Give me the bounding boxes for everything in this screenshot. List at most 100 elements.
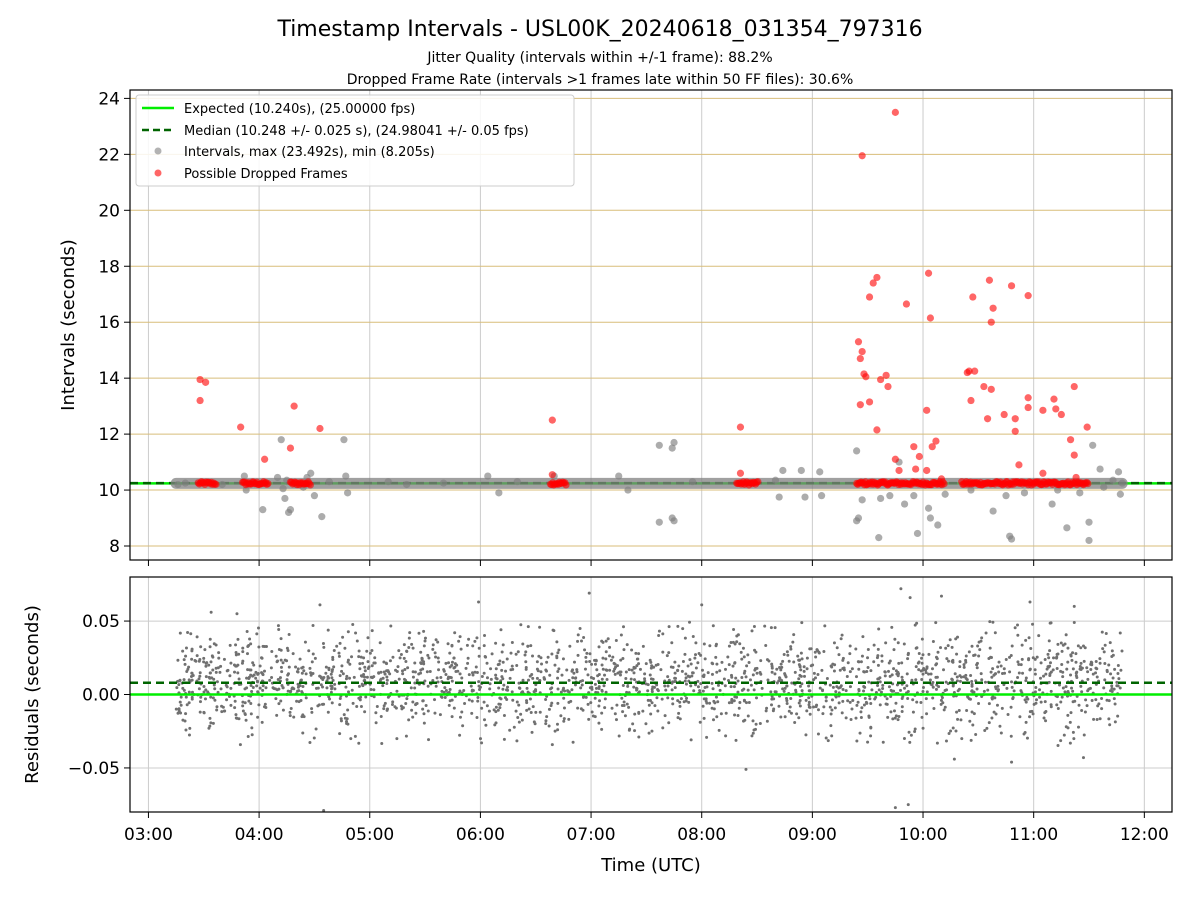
residual-point [1103, 678, 1107, 682]
residual-point [1116, 714, 1120, 718]
residual-point [236, 671, 240, 675]
residual-point [1038, 688, 1042, 692]
residual-point [807, 684, 811, 688]
residual-point [944, 680, 948, 684]
residual-point [208, 716, 212, 720]
interval-point [900, 500, 909, 508]
residual-point [524, 660, 528, 664]
residual-point [805, 667, 809, 671]
residual-point [244, 718, 248, 722]
residual-point [1009, 705, 1013, 709]
residual-point [807, 689, 811, 693]
residual-point [212, 683, 216, 687]
residual-point [318, 674, 322, 678]
residual-point [1090, 663, 1094, 667]
residual-point [962, 665, 966, 669]
residual-point [878, 676, 882, 680]
residual-point [1035, 655, 1039, 659]
dropped-frame-point [261, 455, 269, 463]
residual-point [422, 629, 426, 633]
residual-point [431, 643, 435, 647]
residual-point [1061, 670, 1065, 674]
residual-point [870, 688, 874, 692]
residual-point [782, 652, 786, 656]
residual-point [928, 678, 932, 682]
residual-point [517, 686, 521, 690]
residual-point [667, 651, 671, 655]
residual-point [186, 667, 190, 671]
residual-point [490, 652, 494, 656]
residual-point [878, 703, 882, 707]
residual-point [600, 689, 604, 693]
residual-point [1079, 667, 1083, 671]
residual-point [579, 686, 583, 690]
residual-point [182, 688, 186, 692]
residual-point [656, 709, 660, 713]
residual-point [925, 712, 929, 716]
residual-point [605, 677, 609, 681]
residual-point [909, 733, 913, 737]
residual-point [862, 670, 866, 674]
residual-point [698, 689, 702, 693]
dropped-frame-point [873, 426, 881, 434]
residual-point [479, 737, 483, 741]
residual-point [670, 641, 674, 645]
residual-point [872, 643, 876, 647]
residual-point [850, 667, 854, 671]
residual-point [849, 717, 853, 721]
residual-point [805, 656, 809, 660]
residual-point [860, 654, 864, 658]
residual-point [301, 684, 305, 688]
residual-point [510, 640, 514, 644]
residual-point [900, 705, 904, 709]
residual-point [996, 689, 1000, 693]
residual-point [604, 639, 608, 643]
residual-point [848, 700, 852, 704]
residual-point [1090, 698, 1094, 702]
dropped-frame-point [1000, 410, 1008, 419]
residual-point [423, 636, 427, 640]
residual-point [460, 676, 464, 680]
interval-point [495, 489, 503, 497]
residual-point [955, 652, 959, 656]
residual-point [935, 657, 939, 661]
residual-point [970, 710, 974, 714]
residual-point [364, 695, 368, 699]
residual-point [650, 690, 654, 694]
residual-point [730, 697, 734, 701]
residual-point [796, 654, 800, 658]
residual-point [397, 649, 401, 653]
dropped-frame-point [1084, 480, 1092, 488]
residuals-y-tick-label: −0.05 [68, 759, 120, 779]
residual-point [1043, 658, 1047, 662]
intervals-y-tick-label: 18 [98, 257, 120, 277]
residual-point [340, 669, 344, 673]
residual-point [584, 660, 588, 664]
residual-point [716, 683, 720, 687]
residual-point [752, 688, 756, 692]
residual-point [249, 712, 253, 716]
residual-point [742, 671, 746, 675]
residual-point [511, 698, 515, 702]
residual-point [424, 704, 428, 708]
residual-point [813, 650, 817, 654]
residual-point [1044, 672, 1048, 676]
residual-point [378, 678, 382, 682]
residual-point [894, 714, 898, 718]
residual-point [431, 647, 435, 651]
residual-point [825, 676, 829, 680]
residual-point [308, 666, 312, 670]
residual-point [450, 679, 454, 683]
residual-point [309, 671, 313, 675]
residual-point [502, 737, 506, 741]
residual-point [433, 651, 437, 655]
residual-point [1100, 707, 1104, 711]
time-x-tick-label: 08:00 [677, 825, 726, 845]
residual-point [677, 664, 681, 668]
residual-point [724, 711, 728, 715]
residual-point [197, 677, 201, 681]
residual-point [1024, 676, 1028, 680]
residual-point [590, 687, 594, 691]
residual-point [1045, 667, 1049, 671]
interval-point [817, 492, 826, 500]
